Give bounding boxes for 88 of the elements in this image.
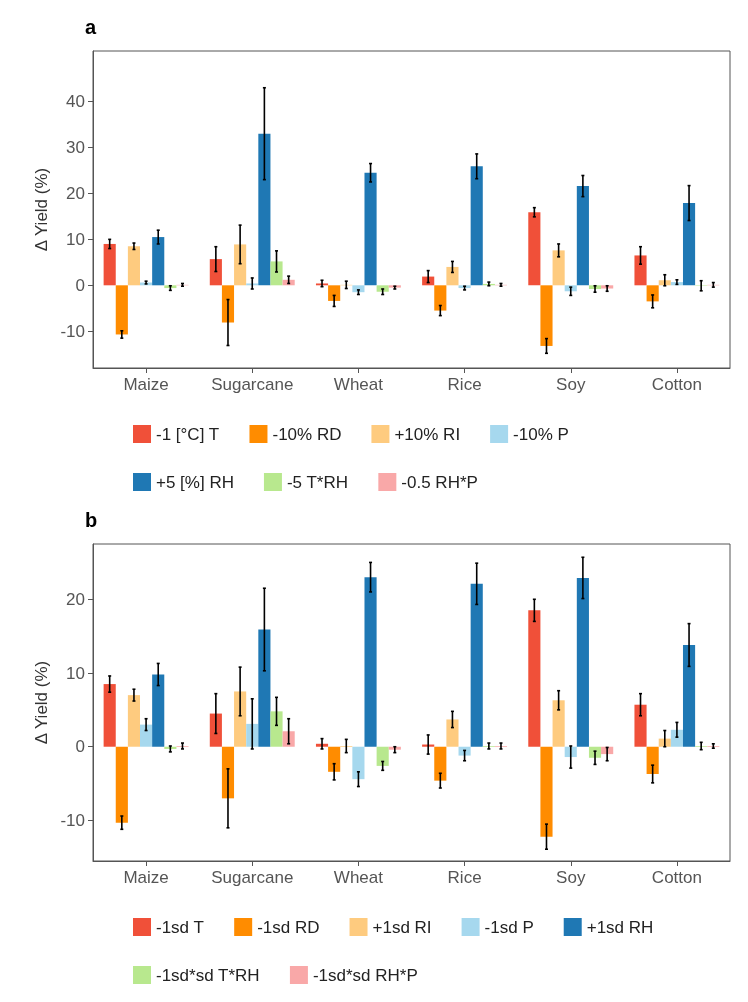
bar <box>470 583 483 747</box>
legend-label: -10% RD <box>272 424 342 444</box>
y-tick-label: -10 <box>60 321 85 341</box>
bar <box>376 285 389 292</box>
x-tick-label: Soy <box>556 868 586 887</box>
legend-label: -1sd*sd T*RH <box>156 965 260 985</box>
legend-label: -1sd T <box>156 917 204 937</box>
y-axis-title: Δ Yield (%) <box>31 167 51 252</box>
x-tick-label: Soy <box>556 375 586 394</box>
bar <box>446 719 459 747</box>
bar <box>646 285 659 302</box>
legend-label: +5 [%] RH <box>156 472 234 492</box>
legend-label: +10% RI <box>394 424 461 444</box>
legend-label: +1sd RH <box>586 917 654 937</box>
legend-label: -1sd P <box>484 917 534 937</box>
bar <box>234 244 247 286</box>
bar <box>634 255 647 286</box>
bar <box>446 266 459 286</box>
bar <box>670 729 683 747</box>
x-tick-label: Cotton <box>651 375 702 394</box>
legend-label: -5 T*RH <box>286 472 349 492</box>
x-tick-label: Cotton <box>651 868 702 887</box>
bar <box>540 285 553 346</box>
bar <box>352 285 365 293</box>
bar <box>270 711 283 747</box>
bar <box>258 133 271 286</box>
bar <box>646 746 659 775</box>
bar <box>540 746 553 837</box>
y-tick-label: -10 <box>60 810 85 830</box>
x-tick-label: Sugarcane <box>211 868 294 887</box>
x-tick-label: Maize <box>123 868 169 887</box>
legend-label: -0.5 RH*P <box>401 472 478 492</box>
bar <box>328 746 341 772</box>
y-tick-label: 30 <box>66 137 85 157</box>
bar <box>376 746 389 766</box>
bar <box>552 250 565 286</box>
x-tick-label: Wheat <box>333 375 384 394</box>
y-tick-label: 20 <box>66 589 85 609</box>
y-tick-label: 10 <box>66 229 85 249</box>
bar <box>352 746 365 780</box>
bar <box>458 746 471 756</box>
bar <box>209 259 222 286</box>
bar <box>634 704 647 747</box>
bar <box>103 684 116 747</box>
legend-label: -10% P <box>513 424 569 444</box>
bar <box>270 261 283 286</box>
bar <box>528 610 541 747</box>
legend-label: -1sd RD <box>257 917 320 937</box>
y-tick-label: 0 <box>75 275 85 295</box>
bar <box>434 285 447 311</box>
bar <box>528 212 541 286</box>
y-axis-title: Δ Yield (%) <box>31 660 51 745</box>
bar <box>470 166 483 286</box>
bar <box>234 691 247 747</box>
bar <box>152 237 165 286</box>
bar <box>115 285 128 335</box>
chart-title: b <box>85 509 98 531</box>
bar <box>364 172 377 286</box>
bar <box>127 695 141 747</box>
bar <box>209 713 222 747</box>
bar <box>576 577 589 747</box>
y-tick-label: 0 <box>75 737 85 757</box>
legend-label: -1 [°C] T <box>156 424 220 444</box>
bar <box>103 243 116 286</box>
bar <box>140 724 153 747</box>
bar <box>434 746 447 781</box>
x-tick-label: Maize <box>123 375 169 394</box>
bar <box>576 186 589 286</box>
x-tick-label: Sugarcane <box>211 375 294 394</box>
bar <box>282 731 295 747</box>
x-tick-label: Rice <box>447 375 482 394</box>
bar <box>682 645 696 747</box>
x-tick-label: Wheat <box>333 868 384 887</box>
bar <box>364 577 377 747</box>
legend-label: +1sd RI <box>372 917 432 937</box>
y-tick-label: 20 <box>66 183 85 203</box>
bar <box>682 203 696 286</box>
bar <box>115 746 128 823</box>
bar <box>152 674 165 747</box>
y-tick-label: 40 <box>66 92 85 112</box>
bar <box>552 700 565 747</box>
bar <box>127 246 141 286</box>
legend-label: -1sd*sd RH*P <box>312 965 418 985</box>
chart-title: a <box>85 16 97 38</box>
x-tick-label: Rice <box>447 868 482 887</box>
bar <box>258 629 271 747</box>
bar <box>328 285 341 301</box>
y-tick-label: 10 <box>66 663 85 683</box>
